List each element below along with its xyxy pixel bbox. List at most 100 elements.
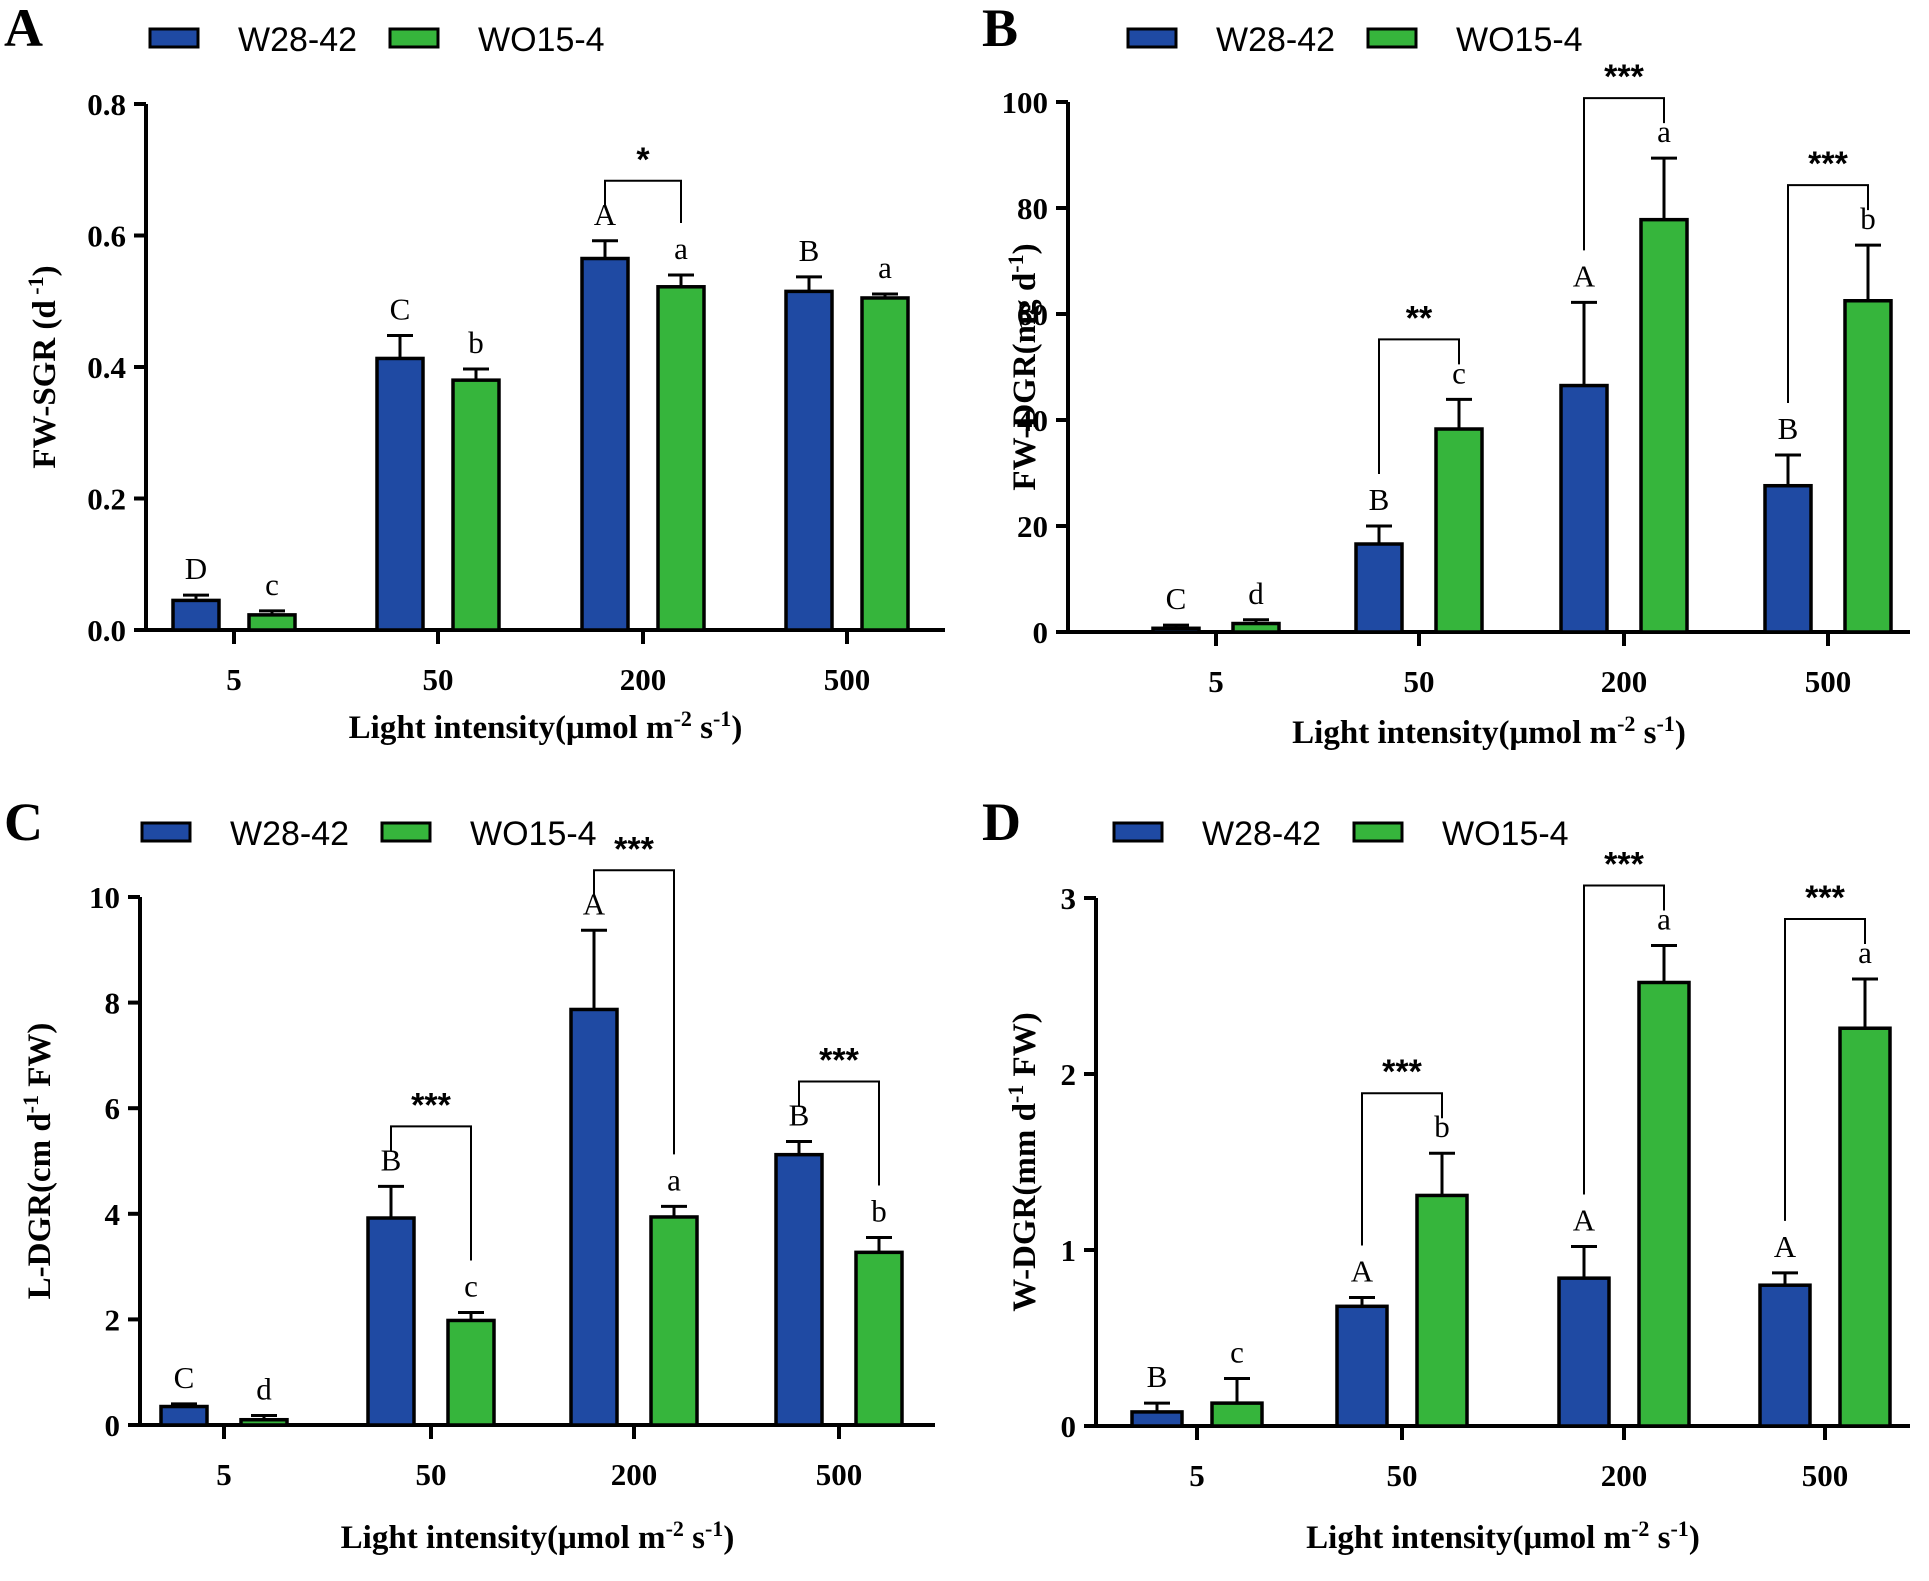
bar-WO15-4-50	[1434, 427, 1484, 634]
y-axis-title-part: )	[1007, 243, 1043, 254]
bar-WO15-4-200	[1639, 217, 1689, 634]
significance-letter: A	[594, 197, 617, 232]
y-tick-label: 40	[1017, 403, 1048, 438]
significance-bracket	[1583, 97, 1665, 251]
legend-swatch-WO15-4	[388, 27, 440, 49]
significance-letter: C	[174, 1360, 195, 1395]
y-tick-label: 60	[1017, 297, 1048, 332]
legend-label-WO15-4: WO15-4	[470, 815, 597, 853]
significance-bracket	[798, 1080, 880, 1186]
significance-bracket	[604, 179, 682, 223]
y-tick-label: 0.8	[87, 87, 126, 122]
y-tick-label: 0.2	[87, 482, 126, 517]
y-axis-title-sup: -1	[1003, 254, 1028, 272]
significance-letter: B	[1778, 411, 1799, 446]
significance-letter: a	[667, 1162, 681, 1197]
x-axis-title-part: )	[1689, 1520, 1700, 1556]
bar-WO15-4-500	[860, 296, 910, 632]
y-axis-title-part: FW-DGR(mg d	[1007, 273, 1043, 491]
bar-W28-42-200	[1557, 1276, 1611, 1428]
legend-swatch-W28-42	[140, 821, 192, 843]
significance-letter: B	[1147, 1359, 1168, 1394]
x-axis-title-part: s	[684, 1520, 705, 1556]
significance-letter: a	[1657, 114, 1671, 149]
legend-label-WO15-4: WO15-4	[1456, 21, 1583, 59]
legend: W28-42 WO15-4	[1112, 815, 1569, 853]
legend-label-W28-42: W28-42	[1202, 815, 1321, 853]
y-axis-title: W-DGR(mm d-1 FW)	[1003, 1012, 1044, 1311]
bar-WO15-4-5	[247, 613, 297, 632]
bar-WO15-4-200	[656, 285, 706, 632]
x-tick-label: 50	[1404, 664, 1435, 699]
x-axis-title-sup: -2	[1631, 1516, 1649, 1541]
significance-stars: ***	[1382, 1053, 1422, 1091]
x-axis-title-part: Light intensity(μmol m	[349, 710, 674, 746]
x-axis-title-sup: -1	[1656, 711, 1674, 736]
x-axis-title-sup: -2	[1617, 711, 1635, 736]
significance-stars: **	[1406, 299, 1433, 337]
y-tick-label: 0	[1033, 615, 1049, 650]
bar-WO15-4-5	[239, 1417, 289, 1427]
y-tick-label: 0	[105, 1408, 121, 1443]
y-tick-label: 0	[1061, 1409, 1077, 1444]
x-tick-label: 50	[423, 662, 454, 697]
x-axis-title-part: s	[692, 710, 713, 746]
y-tick-label: 8	[105, 986, 121, 1021]
x-tick-label: 500	[816, 1457, 863, 1492]
legend: W28-42 WO15-4	[140, 815, 597, 853]
bar-W28-42-200	[580, 256, 630, 632]
x-axis-title-sup: -1	[713, 706, 731, 731]
panel-A: A W28-42 WO15-4 0.0 0.2 0.4 0.6 0.8 5 50 200 500 Lig…	[4, 0, 945, 746]
significance-stars: ***	[1604, 846, 1644, 884]
legend: W28-42 WO15-4	[1126, 21, 1583, 59]
x-tick-label: 5	[226, 662, 242, 697]
bar-WO15-4-50	[1415, 1193, 1469, 1428]
x-axis-title-sup: -1	[705, 1516, 723, 1541]
x-axis-title: Light intensity(μmol m-2 s-1)	[349, 706, 743, 747]
y-axis-title-part: FW)	[22, 1023, 58, 1095]
bar-W28-42-50	[1354, 542, 1404, 634]
y-axis-title: FW-DGR(mg d-1)	[1003, 243, 1044, 490]
y-axis-title-part: W-DGR(mm d	[1007, 1103, 1043, 1312]
bar-W28-42-5	[1130, 1410, 1184, 1428]
legend-label-WO15-4: WO15-4	[478, 21, 605, 59]
significance-bracket	[390, 1125, 472, 1261]
y-tick-label: 6	[105, 1091, 121, 1126]
x-tick-label: 50	[1387, 1458, 1418, 1493]
legend: W28-42 WO15-4	[148, 21, 605, 59]
legend-swatch-WO15-4	[1352, 821, 1404, 843]
significance-letter: A	[1573, 258, 1596, 293]
y-tick-label: 0.4	[87, 350, 126, 385]
y-tick-label: 1	[1061, 1233, 1077, 1268]
significance-letter: C	[390, 291, 411, 326]
y-axis-title-part: FW)	[1007, 1012, 1043, 1084]
significance-letter: c	[1452, 355, 1466, 390]
y-axis-title-part: )	[27, 265, 63, 276]
bar-W28-42-50	[366, 1216, 416, 1427]
significance-letter: B	[1369, 482, 1390, 517]
significance-letter: b	[871, 1194, 887, 1229]
y-tick-label: 3	[1061, 881, 1077, 916]
bar-WO15-4-500	[1838, 1026, 1892, 1428]
legend-swatch-WO15-4	[380, 821, 432, 843]
legend-swatch-WO15-4	[1366, 27, 1418, 49]
x-tick-label: 5	[1189, 1458, 1205, 1493]
panel-letter: B	[982, 0, 1018, 58]
bar-W28-42-200	[569, 1007, 619, 1427]
significance-letter: A	[1573, 1202, 1596, 1237]
x-tick-label: 500	[824, 662, 871, 697]
bar-WO15-4-50	[451, 378, 501, 632]
x-axis-title-part: Light intensity(μmol m	[1306, 1520, 1631, 1556]
x-axis-title: Light intensity(μmol m-2 s-1)	[1292, 711, 1686, 752]
legend-label-W28-42: W28-42	[230, 815, 349, 853]
x-axis-title-part: s	[1635, 715, 1656, 751]
y-axis-title-sup: -1	[1003, 1085, 1028, 1103]
significance-letter: c	[1230, 1334, 1244, 1369]
x-axis-title-part: )	[1675, 715, 1686, 751]
x-tick-label: 200	[1601, 664, 1648, 699]
bar-W28-42-500	[774, 1152, 824, 1427]
x-axis-title-part: s	[1649, 1520, 1670, 1556]
significance-letter: d	[1248, 576, 1264, 611]
x-axis-title-sup: -1	[1670, 1516, 1688, 1541]
significance-letter: c	[265, 567, 279, 602]
